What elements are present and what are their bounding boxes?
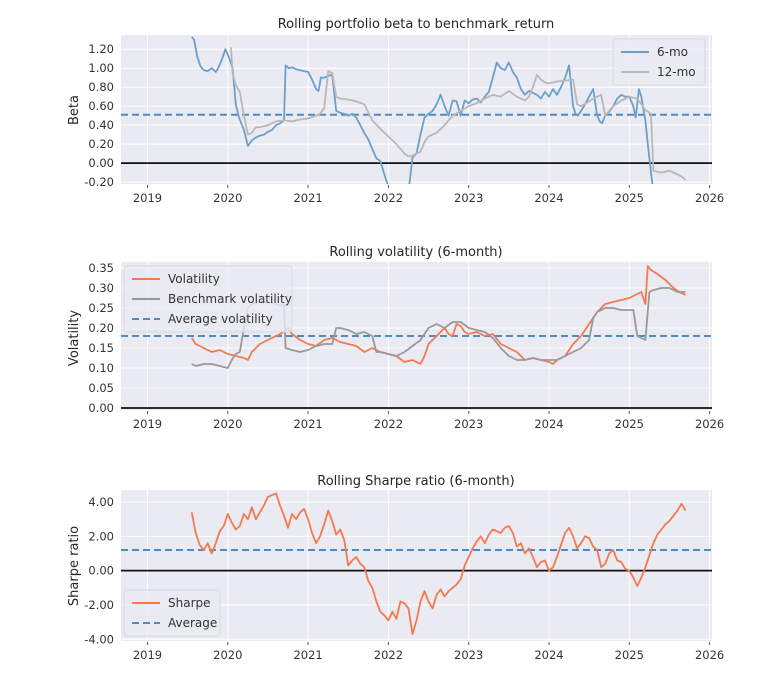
series-lines [121,36,712,184]
legend-label: 6-mo [657,45,688,59]
sharpe-series-line [190,492,687,635]
x-tick-label: 2021 [293,417,322,431]
y-tick-label: -0.20 [84,175,114,189]
x-tick-label: 2021 [293,648,322,662]
legend-label: Benchmark volatility [168,292,292,306]
legend: 6-mo 12-mo [612,38,706,86]
sharpe-chart: Rolling Sharpe ratio (6-month) Sharpe ra… [67,474,724,662]
x-tick-label: 2020 [213,417,242,431]
x-tick-label: 2024 [534,417,563,431]
legend-label: Volatility [168,272,220,286]
beta-chart: Rolling portfolio beta to benchmark_retu… [67,17,724,205]
y-tick-label: 0.10 [88,361,114,375]
y-tick-label: 0.30 [88,281,114,295]
legend-box [123,265,293,333]
x-tick-label: 2023 [454,417,483,431]
legend-box [612,38,706,86]
x-tick-label: 2023 [454,648,483,662]
chart-title: Rolling volatility (6-month) [329,245,502,260]
y-axis-label: Volatility [67,310,82,366]
y-tick-label: 0.20 [88,137,114,151]
x-tick-label: 2019 [133,191,162,205]
x-tick-label: 2021 [293,191,322,205]
y-tick-label: 0.15 [88,341,114,355]
y-axis-label: Sharpe ratio [67,526,82,606]
legend-label: 12-mo [657,65,696,79]
axis-ticks: 2019 2020 2021 2022 2023 2024 2025 2026 -4.00 -2.… [84,495,724,662]
volatility-chart: Rolling volatility (6-month) Volatility … [67,245,724,431]
x-tick-label: 2025 [615,191,644,205]
axis-ticks: 2019 2020 2021 2022 2023 2024 2025 2026 0.00 0.05… [88,261,724,431]
legend-label: Average volatility [168,312,273,326]
legend-box [123,589,221,637]
axis-ticks: 2019 2020 2021 2022 2023 2024 2025 2026 -0.20 0.0… [84,42,724,205]
x-tick-label: 2026 [695,648,724,662]
12-mo-series-line [230,47,687,181]
y-tick-label: 0.40 [88,118,114,132]
x-tick-label: 2020 [213,648,242,662]
y-tick-label: 2.00 [88,529,114,543]
y-axis-label: Beta [67,95,82,125]
x-tick-label: 2024 [534,648,563,662]
legend-label: Average [168,616,217,630]
x-tick-label: 2022 [374,648,403,662]
x-tick-label: 2026 [695,417,724,431]
y-tick-label: 0.00 [88,564,114,578]
chart-title: Rolling portfolio beta to benchmark_retu… [278,17,555,32]
x-tick-label: 2025 [615,417,644,431]
x-tick-label: 2022 [374,191,403,205]
series-lines [121,492,712,635]
y-tick-label: 0.00 [88,156,114,170]
y-tick-label: -4.00 [84,632,114,646]
y-tick-label: 0.20 [88,321,114,335]
y-tick-label: 4.00 [88,495,114,509]
y-tick-label: 0.05 [88,381,114,395]
x-tick-label: 2024 [534,191,563,205]
y-tick-label: -2.00 [84,598,114,612]
y-tick-label: 0.35 [88,261,114,275]
x-tick-label: 2019 [133,417,162,431]
y-tick-label: 0.00 [88,401,114,415]
volatility-series-line [190,265,686,365]
x-tick-label: 2022 [374,417,403,431]
x-tick-label: 2019 [133,648,162,662]
legend: Sharpe Average [123,589,221,637]
x-tick-label: 2023 [454,191,483,205]
y-tick-label: 1.20 [88,42,114,56]
x-tick-label: 2026 [695,191,724,205]
y-tick-label: 0.25 [88,301,114,315]
y-tick-label: 1.00 [88,61,114,75]
x-tick-label: 2020 [213,191,242,205]
legend: Volatility Benchmark volatility Average vo… [123,265,293,333]
chart-title: Rolling Sharpe ratio (6-month) [317,474,514,489]
x-tick-label: 2025 [615,648,644,662]
y-tick-label: 0.60 [88,99,114,113]
legend-label: Sharpe [168,596,211,610]
y-tick-label: 0.80 [88,80,114,94]
